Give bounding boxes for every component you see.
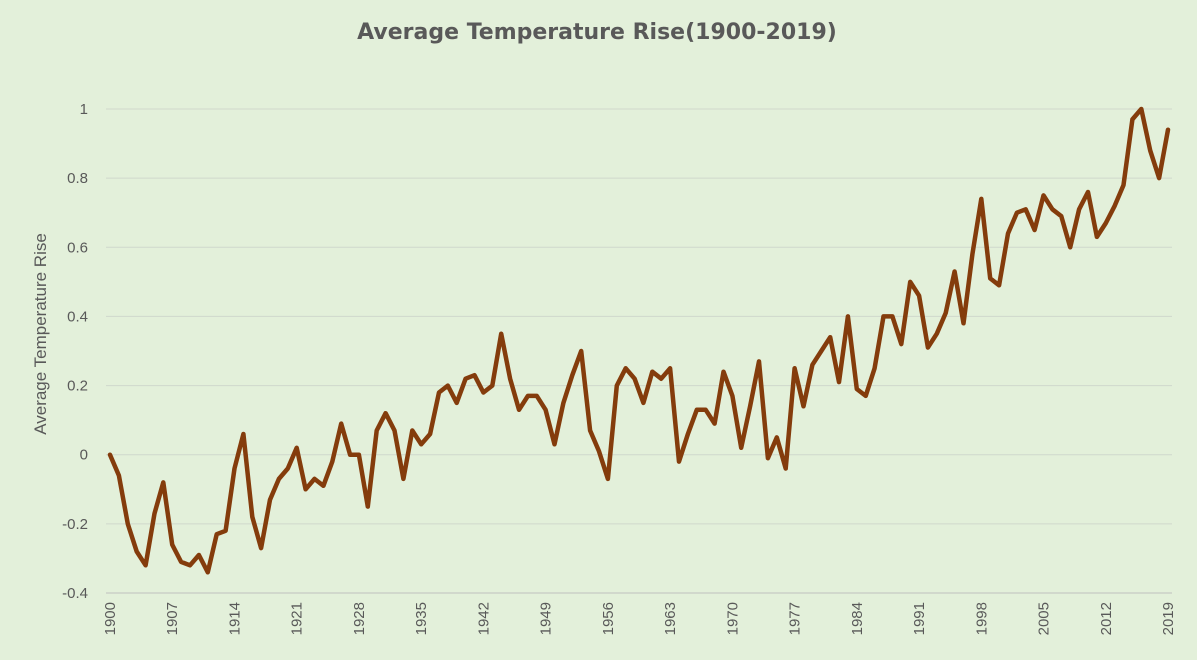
x-tick-label: 1984 [849,602,866,635]
x-tick-label: 1998 [973,602,990,635]
y-tick-label: -0.2 [62,516,88,533]
y-tick-label: 1 [80,101,88,118]
chart-title: Average Temperature Rise(1900-2019) [357,20,837,45]
x-tick-label: 1907 [164,602,181,635]
y-tick-label: 0.4 [67,308,88,325]
series-layer [107,106,1171,575]
x-tick-labels: 1900 1907 1914 1921 1928 1935 1942 1949 1956 1963… [102,602,1177,635]
y-tick-label: 0.8 [67,170,88,187]
y-tick-label: 0 [80,447,88,464]
x-tick-label: 1914 [226,602,243,635]
x-tick-label: 1900 [102,602,119,635]
y-tick-label: 0.2 [67,378,88,395]
x-tick-label: 1956 [600,602,617,635]
y-tick-label: 0.6 [67,239,88,256]
x-tick-label: 2005 [1036,602,1053,635]
x-tick-label: 1977 [787,602,804,635]
x-tick-label: 1963 [662,602,679,635]
series-line [107,106,1171,575]
x-tick-label: 1970 [724,602,741,635]
x-tick-label: 1949 [538,602,555,635]
x-tick-label: 2019 [1160,602,1177,635]
y-tick-label: -0.4 [62,585,88,602]
x-tick-label: 1942 [475,602,492,635]
x-tick-label: 1991 [911,602,928,635]
x-tick-label: 1921 [289,602,306,635]
y-axis-label: Average Temperature Rise [31,233,50,435]
x-tick-label: 1935 [413,602,430,635]
y-tick-labels: 1 0.8 0.6 0.4 0.2 0 -0.2 -0.4 [62,101,88,602]
x-tick-label: 1928 [351,602,368,635]
x-tick-label: 2012 [1098,602,1115,635]
